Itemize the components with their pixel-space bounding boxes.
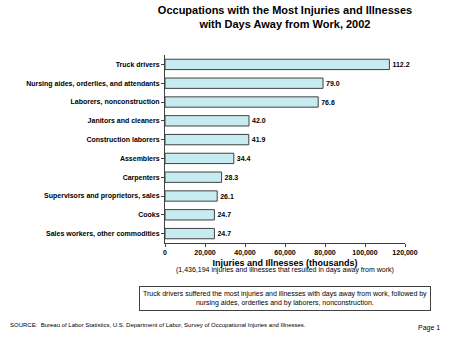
svg-text:Truck drivers suffered the mos: Truck drivers suffered the most injuries…	[143, 290, 427, 307]
svg-text:34.4: 34.4	[237, 155, 251, 162]
svg-text:40,000: 40,000	[234, 249, 256, 257]
svg-text:Supervisors and proprietors, s: Supervisors and proprietors, sales	[44, 192, 160, 200]
svg-text:Injuries and Illnesses (thousa: Injuries and Illnesses (thousands)	[212, 258, 357, 268]
svg-text:28.3: 28.3	[225, 174, 239, 181]
svg-text:80,000: 80,000	[314, 249, 336, 257]
svg-text:Assemblers: Assemblers	[120, 155, 160, 162]
svg-text:26.1: 26.1	[220, 193, 234, 200]
svg-text:SOURCE: Bureau of Labor Stati: SOURCE: Bureau of Labor Statistics, U.S.…	[10, 322, 306, 328]
svg-text:24.7: 24.7	[217, 230, 231, 237]
svg-text:120,000: 120,000	[392, 249, 417, 257]
svg-text:112.2: 112.2	[392, 61, 409, 68]
svg-text:Truck drivers: Truck drivers	[116, 61, 160, 68]
svg-text:Laborers, nonconstruction: Laborers, nonconstruction	[71, 98, 160, 106]
svg-text:79.0: 79.0	[326, 80, 340, 87]
svg-text:Carpenters: Carpenters	[123, 174, 160, 182]
svg-text:Nursing aides, orderlies, and: Nursing aides, orderlies, and attendants	[26, 80, 160, 88]
svg-text:20,000: 20,000	[194, 249, 216, 257]
svg-text:0: 0	[163, 249, 167, 256]
svg-text:60,000: 60,000	[274, 249, 296, 257]
svg-text:41.9: 41.9	[252, 136, 266, 143]
svg-text:Janitors and cleaners: Janitors and cleaners	[88, 117, 160, 124]
svg-text:Occupations with the Most Inju: Occupations with the Most Injuries and I…	[158, 4, 412, 30]
svg-text:Page 1: Page 1	[418, 324, 440, 332]
svg-text:Construction laborers: Construction laborers	[86, 136, 159, 143]
svg-text:Sales workers, other commoditi: Sales workers, other commodities	[46, 230, 160, 238]
svg-text:(1,436,194 injuries and illnes: (1,436,194 injuries and illnesses that r…	[176, 266, 394, 274]
svg-text:100,000: 100,000	[352, 249, 377, 257]
svg-text:76.6: 76.6	[321, 99, 335, 106]
svg-text:42.0: 42.0	[252, 117, 266, 124]
svg-text:Cooks: Cooks	[138, 211, 160, 218]
svg-text:24.7: 24.7	[217, 211, 231, 218]
